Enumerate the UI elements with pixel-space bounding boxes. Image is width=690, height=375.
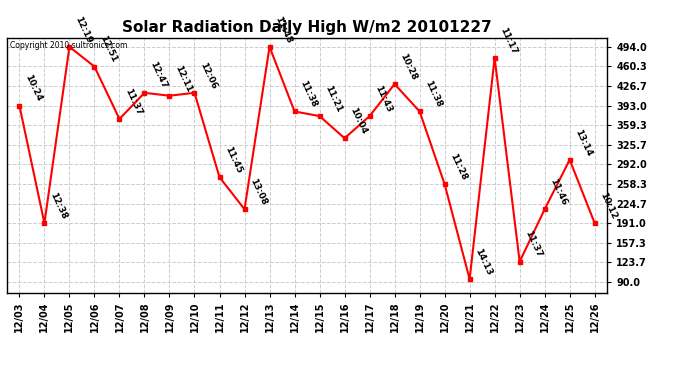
Text: 12:11: 12:11 — [173, 64, 193, 93]
Text: 11:37: 11:37 — [124, 87, 144, 117]
Text: 11:38: 11:38 — [298, 80, 319, 109]
Text: Copyright 2010 sultronics.com: Copyright 2010 sultronics.com — [10, 41, 127, 50]
Text: 11:21: 11:21 — [324, 84, 344, 114]
Text: 13:14: 13:14 — [573, 128, 593, 158]
Text: 12:47: 12:47 — [148, 60, 168, 90]
Text: 11:46: 11:46 — [549, 177, 569, 207]
Text: 12:06: 12:06 — [198, 61, 219, 90]
Text: 11:48: 11:48 — [273, 15, 293, 45]
Text: 13:08: 13:08 — [248, 177, 268, 207]
Text: 10:24: 10:24 — [23, 74, 43, 103]
Text: 12:38: 12:38 — [48, 191, 68, 221]
Text: 11:45: 11:45 — [224, 145, 244, 175]
Title: Solar Radiation Daily High W/m2 20101227: Solar Radiation Daily High W/m2 20101227 — [122, 20, 492, 35]
Text: 10:28: 10:28 — [398, 52, 419, 82]
Text: 10:04: 10:04 — [348, 106, 368, 136]
Text: 11:37: 11:37 — [524, 230, 544, 260]
Text: 14:13: 14:13 — [473, 247, 493, 277]
Text: 12:51: 12:51 — [98, 34, 119, 64]
Text: 12:19: 12:19 — [73, 15, 93, 45]
Text: 10:12: 10:12 — [598, 191, 619, 221]
Text: 11:17: 11:17 — [498, 26, 519, 56]
Text: 11:43: 11:43 — [373, 84, 393, 114]
Text: 11:28: 11:28 — [448, 152, 469, 182]
Text: 11:38: 11:38 — [424, 80, 444, 109]
